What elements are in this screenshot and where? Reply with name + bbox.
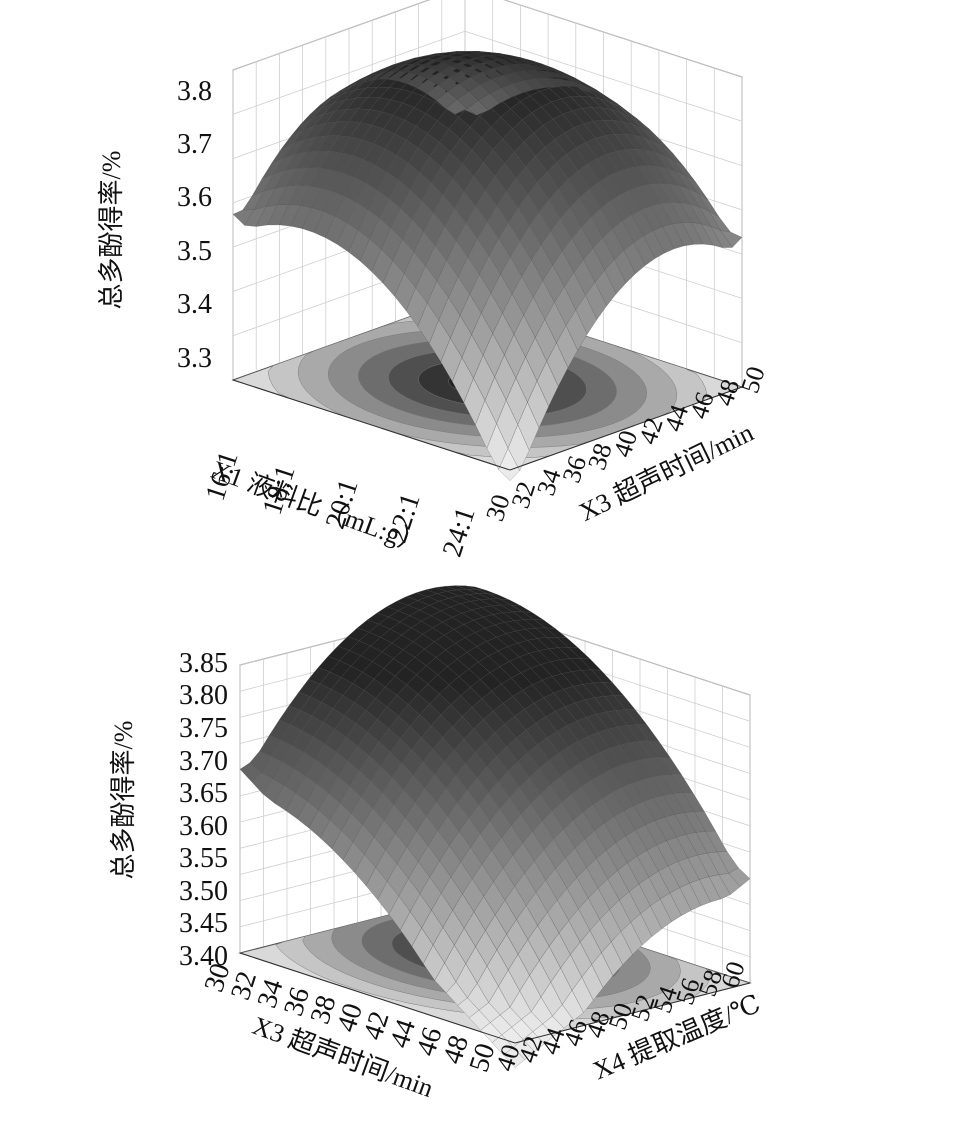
z-tick-label: 3.60 (179, 811, 228, 842)
z-tick-label: 3.70 (179, 746, 228, 777)
z-tick-label: 3.7 (177, 129, 212, 160)
z-axis-label: 总多酚得率/% (97, 151, 126, 310)
z-tick-label: 3.5 (177, 236, 212, 267)
z-tick-label: 3.80 (179, 680, 228, 711)
chart-surface (239, 585, 751, 1068)
x-tick-label: 24:1 (437, 504, 482, 561)
z-tick-label: 3.3 (177, 343, 212, 374)
chart-panel-1: 3.33.43.53.63.73.816:1 18:1 20:1 22:1 24:130… (97, 0, 771, 561)
z-tick-label: 3.75 (179, 713, 228, 744)
z-tick-label: 3.55 (179, 843, 228, 874)
z-tick-label: 3.85 (179, 648, 228, 679)
z-tick-label: 3.8 (177, 76, 212, 107)
chart-panel-2: 3.403.453.503.553.603.653.703.753.803.85… (109, 585, 765, 1103)
z-tick-label: 3.40 (179, 941, 228, 972)
z-tick-label: 3.6 (177, 182, 212, 213)
z-axis-label: 总多酚得率/% (109, 721, 138, 880)
z-tick-label: 3.65 (179, 778, 228, 809)
z-tick-label: 3.45 (179, 908, 228, 939)
z-tick-label: 3.4 (177, 289, 212, 320)
chart-surface (232, 51, 743, 481)
z-tick-label: 3.50 (179, 876, 228, 907)
